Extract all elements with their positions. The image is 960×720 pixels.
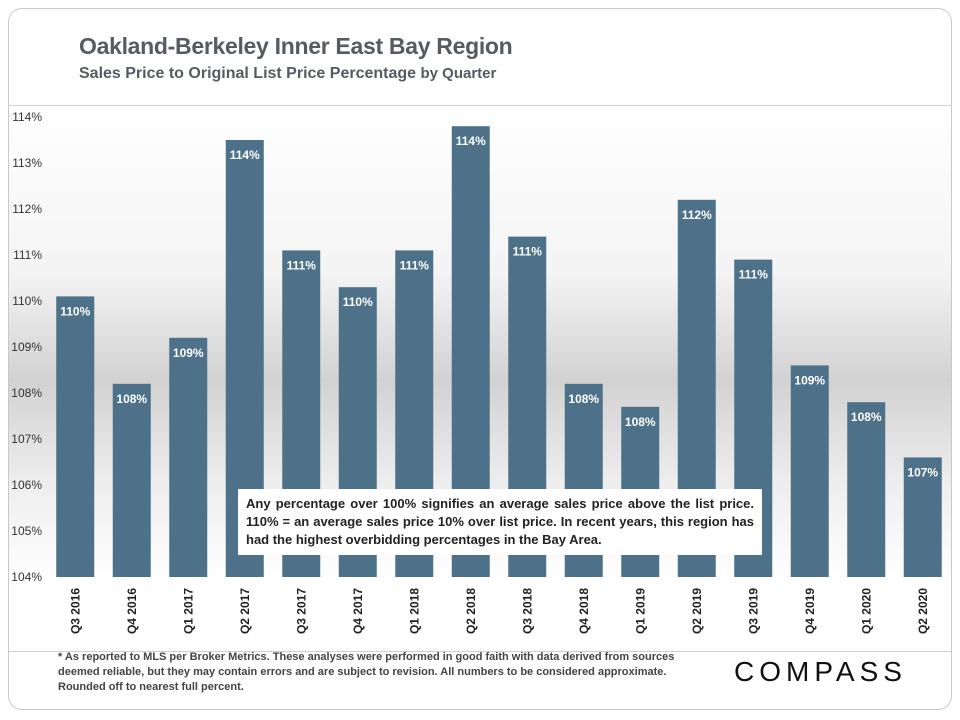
y-tick-label: 114% [12, 110, 42, 124]
bar [903, 457, 942, 577]
bar-data-label: 108% [851, 410, 882, 424]
y-axis: 104% 105% 106% 107% 108% 109% 110% 111% 112% 113%… [11, 110, 42, 584]
compass-logo: COMPASS [734, 656, 907, 687]
bar-data-label: 109% [794, 373, 825, 387]
footer-divider [9, 651, 951, 652]
x-tick-label: Q2 2019 [690, 588, 704, 634]
x-tick-label: Q4 2018 [577, 588, 591, 634]
x-tick-label: Q3 2017 [294, 588, 308, 634]
x-tick-label: Q3 2016 [68, 588, 82, 634]
footnote: * As reported to MLS per Broker Metrics.… [58, 651, 675, 693]
chart-title: Oakland-Berkeley Inner East Bay Region [79, 33, 513, 59]
y-tick-label: 106% [11, 478, 42, 492]
bar-data-label: 111% [400, 258, 430, 272]
x-tick-label: Q4 2016 [125, 588, 139, 634]
bar-data-label: 109% [173, 346, 204, 360]
subtitle-suffix: by Quarter [420, 65, 497, 82]
bar-data-label: 107% [907, 465, 938, 479]
y-tick-label: 113% [12, 156, 42, 170]
y-tick-label: 110% [12, 294, 42, 308]
x-tick-label: Q4 2019 [803, 588, 817, 634]
bar-data-label: 110% [343, 295, 373, 309]
y-tick-label: 108% [11, 386, 42, 400]
bar [790, 365, 829, 577]
x-tick-label: Q4 2017 [351, 588, 365, 634]
bar-data-label: 114% [456, 134, 486, 148]
x-tick-label: Q3 2018 [520, 588, 534, 634]
chart-subtitle: Sales Price to Original List Price Perce… [79, 65, 496, 83]
x-tick-label: Q2 2018 [464, 588, 478, 634]
y-tick-label: 111% [13, 248, 42, 262]
bar-data-label: 111% [287, 258, 317, 272]
bar [56, 296, 95, 577]
y-tick-label: 104% [11, 570, 42, 584]
bar-data-label: 114% [230, 148, 260, 162]
y-tick-label: 109% [11, 340, 42, 354]
bar-data-label: 112% [682, 208, 712, 222]
bar-data-label: 108% [116, 392, 147, 406]
y-tick-label: 105% [11, 524, 42, 538]
x-tick-label: Q2 2017 [238, 588, 252, 634]
bar [169, 337, 208, 577]
x-tick-label: Q1 2020 [859, 588, 873, 634]
x-tick-label: Q2 2020 [916, 588, 930, 634]
bar [847, 402, 886, 577]
x-axis: Q3 2016 Q4 2016 Q1 2017 Q2 2017 Q3 2017 Q4 20… [68, 588, 930, 634]
x-tick-label: Q1 2018 [407, 588, 421, 634]
x-tick-label: Q1 2019 [633, 588, 647, 634]
y-tick-label: 112% [12, 202, 42, 216]
bar-data-label: 111% [739, 268, 769, 282]
x-tick-label: Q3 2019 [746, 588, 760, 634]
bar-data-label: 108% [568, 392, 599, 406]
explanation-note: Any percentage over 100% signifies an av… [238, 489, 762, 555]
x-tick-label: Q1 2017 [181, 588, 195, 634]
bar-data-label: 110% [60, 304, 90, 318]
y-tick-label: 107% [11, 432, 42, 446]
subtitle-main: Sales Price to Original List Price Perce… [79, 65, 417, 82]
bar-data-label: 111% [513, 245, 543, 259]
bar-data-label: 108% [625, 415, 656, 429]
bar [112, 383, 151, 577]
